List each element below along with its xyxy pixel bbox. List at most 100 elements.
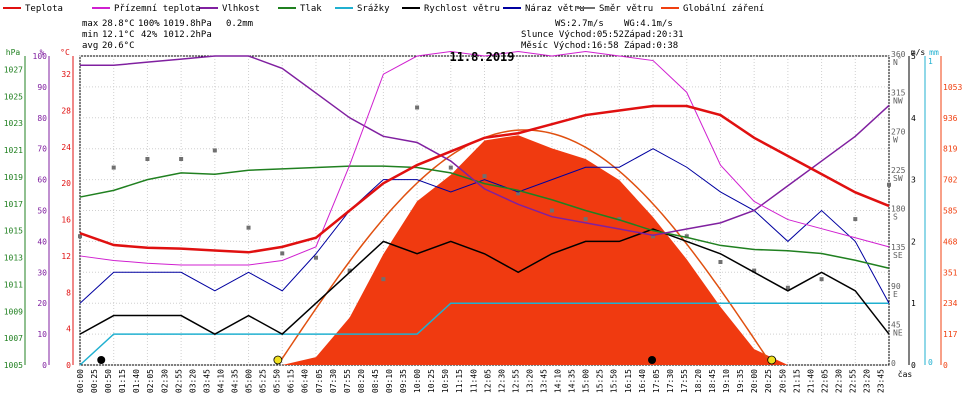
time-tick-label: 05:50 [273, 369, 282, 393]
time-tick-label: 00:50 [104, 369, 113, 393]
time-tick-label: 17:55 [680, 369, 689, 393]
legend-label: Globální záření [683, 4, 764, 14]
time-tick-label: 20:25 [764, 369, 773, 393]
direction-tick-label: 135 [891, 243, 906, 252]
humidity-tick-label: 30 [37, 268, 47, 277]
direction-compass-label: SE [893, 251, 903, 260]
radiation-tick-label: 585 [943, 207, 958, 216]
direction-tick-label: 225 [891, 166, 906, 175]
stat-min-hum: 42% [141, 30, 158, 40]
time-tick-label: 15:00 [582, 369, 591, 393]
time-tick-label: 21:40 [806, 369, 815, 393]
radiation-tick-label: 936 [943, 114, 958, 123]
time-tick-label: 06:40 [301, 369, 310, 393]
wind-speed-tick-label: 2 [911, 237, 916, 246]
svg-text:max: max [82, 19, 99, 29]
time-tick-label: 15:25 [596, 369, 605, 393]
time-tick-label: 16:15 [624, 369, 633, 393]
chart-legend: Teplota Přízemní teplota Vlhkost Tlak Srážky… [3, 4, 764, 14]
time-tick-label: 04:10 [216, 369, 225, 393]
stats-block: max 28.8°C 100% 1019.8hPa 0.2mm min 12.1… [82, 19, 684, 51]
time-tick-label: 09:35 [399, 369, 408, 393]
time-tick-label: 17:05 [652, 369, 661, 393]
time-tick-label: 20:50 [778, 369, 787, 393]
time-tick-label: 00:25 [90, 369, 99, 393]
direction-tick-label: 180 [891, 205, 906, 214]
time-tick-label: 13:20 [525, 369, 534, 393]
direction-axis-unit: ° [897, 55, 902, 64]
temperature-tick-label: 24 [61, 143, 71, 152]
time-tick-label: 07:55 [343, 369, 352, 393]
time-tick-label: 01:40 [132, 369, 141, 393]
direction-tick-label: 360 [891, 50, 906, 59]
stat-sun: Slunce Východ:05:52 [521, 30, 624, 40]
time-tick-label: 14:35 [568, 369, 577, 393]
wind-direction-point [415, 105, 420, 110]
humidity-tick-label: 90 [37, 83, 47, 92]
legend-label: Rychlost větru [424, 4, 500, 14]
direction-compass-label: W [893, 135, 898, 144]
time-tick-label: 02:30 [160, 369, 169, 393]
sunset-marker [767, 355, 777, 365]
humidity-line [80, 55, 890, 236]
stat-min-press: 1012.2hPa [163, 30, 212, 40]
wind-direction-series [78, 105, 891, 290]
time-tick-label: 20:00 [750, 369, 759, 393]
time-tick-label: 03:45 [202, 369, 211, 393]
stat-wg: WG:4.1m/s [624, 19, 673, 29]
pressure-tick-label: 1005 [4, 361, 23, 370]
direction-tick-label: 45 [891, 320, 901, 329]
time-tick-label: 05:25 [259, 369, 268, 393]
wind-speed-tick-label: 4 [911, 114, 916, 123]
wind-direction-point [246, 225, 251, 230]
temperature-tick-label: 8 [66, 288, 71, 297]
wind-direction-point [516, 191, 521, 196]
radiation-series [80, 129, 889, 365]
stat-moon-set: Západ:0:38 [624, 41, 678, 51]
radiation-tick-label: 234 [943, 299, 958, 308]
wind-direction-point [752, 268, 757, 273]
pressure-tick-label: 1019 [4, 173, 23, 182]
pressure-tick-label: 1013 [4, 254, 23, 263]
wind-speed-tick-label: 5 [911, 52, 916, 61]
pressure-tick-label: 1015 [4, 227, 23, 236]
time-tick-label: 07:30 [329, 369, 338, 393]
time-tick-label: 11:40 [469, 369, 478, 393]
wind-direction-point [448, 165, 453, 170]
wind-direction-point [313, 255, 318, 260]
wind-direction-point [651, 234, 656, 239]
time-tick-label: 22:30 [834, 369, 843, 393]
wind-speed-tick-label: 1 [911, 299, 916, 308]
direction-tick-label: 270 [891, 127, 906, 136]
time-tick-label: 09:10 [385, 369, 394, 393]
stat-ws: WS:2.7m/s [555, 19, 604, 29]
chart-date: 11.8.2019 [449, 50, 514, 64]
pressure-tick-label: 1025 [4, 92, 23, 101]
time-tick-label: 10:25 [427, 369, 436, 393]
wind-speed-tick-label: 3 [911, 176, 916, 185]
legend-label: Náraz větru [525, 4, 585, 14]
rain-tick-label: 1 [928, 57, 933, 66]
rain-tick-label: 0 [928, 358, 933, 367]
time-axis-label: čas [898, 369, 913, 379]
wind-direction-point [617, 217, 622, 222]
temperature-tick-label: 4 [66, 325, 71, 334]
direction-compass-label: SW [893, 174, 903, 183]
wind-direction-point [684, 234, 689, 239]
time-tick-label: 22:05 [820, 369, 829, 393]
wind-direction-point [347, 268, 352, 273]
pressure-tick-label: 1027 [4, 65, 23, 74]
time-tick-label: 21:15 [792, 369, 801, 393]
wind-speed-tick-label: 0 [911, 361, 916, 370]
time-tick-label: 08:45 [371, 369, 380, 393]
wind-direction-point [482, 174, 487, 179]
time-tick-label: 08:20 [357, 369, 366, 393]
pressure-line [79, 165, 890, 269]
stat-max-temp: 28.8°C [102, 19, 135, 29]
stat-min-temp: 12.1°C [102, 30, 135, 40]
radiation-tick-label: 468 [943, 237, 958, 246]
time-tick-label: 07:05 [315, 369, 324, 393]
temperature-tick-label: 28 [61, 107, 71, 116]
line-series [79, 50, 890, 366]
pressure-tick-label: 1017 [4, 200, 23, 209]
